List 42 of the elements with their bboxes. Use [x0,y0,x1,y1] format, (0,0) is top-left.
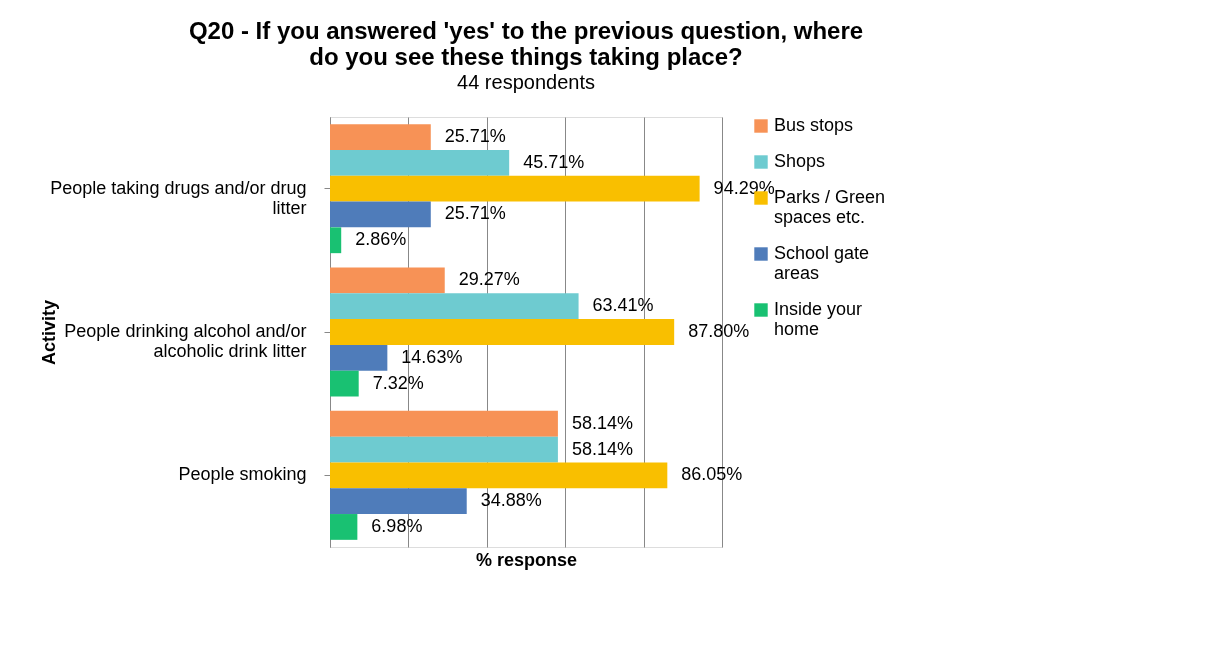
y-axis-title: Activity [39,299,60,366]
bar [330,175,700,202]
bar [330,488,467,515]
data-label: 87.80% [688,321,750,341]
legend-label: Bus stops [774,115,854,135]
x-axis-title: % response [475,549,578,570]
legend-label: Inside your home [774,299,863,339]
bar [330,319,675,345]
bar [330,370,359,397]
bar [330,267,445,294]
y-tick-label: People smoking [178,464,307,485]
data-label: 7.32% [372,372,424,393]
chart-title: Q20 - If you answered 'yes' to the previous question, where do you see these things taking place? [188,17,864,70]
bar [330,410,558,437]
bar [330,514,358,540]
data-label: 45.71% [523,151,585,172]
bar [330,293,579,320]
data-label: 63.41% [592,295,654,316]
data-label: 25.71% [444,203,506,224]
data-label: 2.86% [355,229,407,250]
legend-label: Shops [774,151,826,171]
data-label: 86.05% [681,464,743,485]
data-label: 94.29% [713,177,775,198]
bar [330,462,668,489]
data-label: 6.98% [371,515,423,536]
y-tick-label: People taking drugs and/or drug litter [50,177,307,218]
data-label: 29.27% [458,269,520,290]
data-label: 25.71% [444,126,506,147]
data-label: 34.88% [480,490,542,511]
bar [330,344,388,371]
data-label: 58.14% [571,438,633,459]
data-label: 14.63% [401,346,463,367]
bar [330,201,431,228]
y-tick-label: People drinking alcohol and/or alcoholic drink litter [64,321,307,361]
legend-label: Parks / Green spaces etc. [774,187,886,227]
bar [330,124,431,150]
bar [330,149,510,176]
bar [330,436,558,463]
legend-label: School gate areas [774,243,870,283]
chart-subtitle: 44 respondents [457,71,595,93]
bar [330,227,342,254]
data-label: 58.14% [571,412,633,433]
